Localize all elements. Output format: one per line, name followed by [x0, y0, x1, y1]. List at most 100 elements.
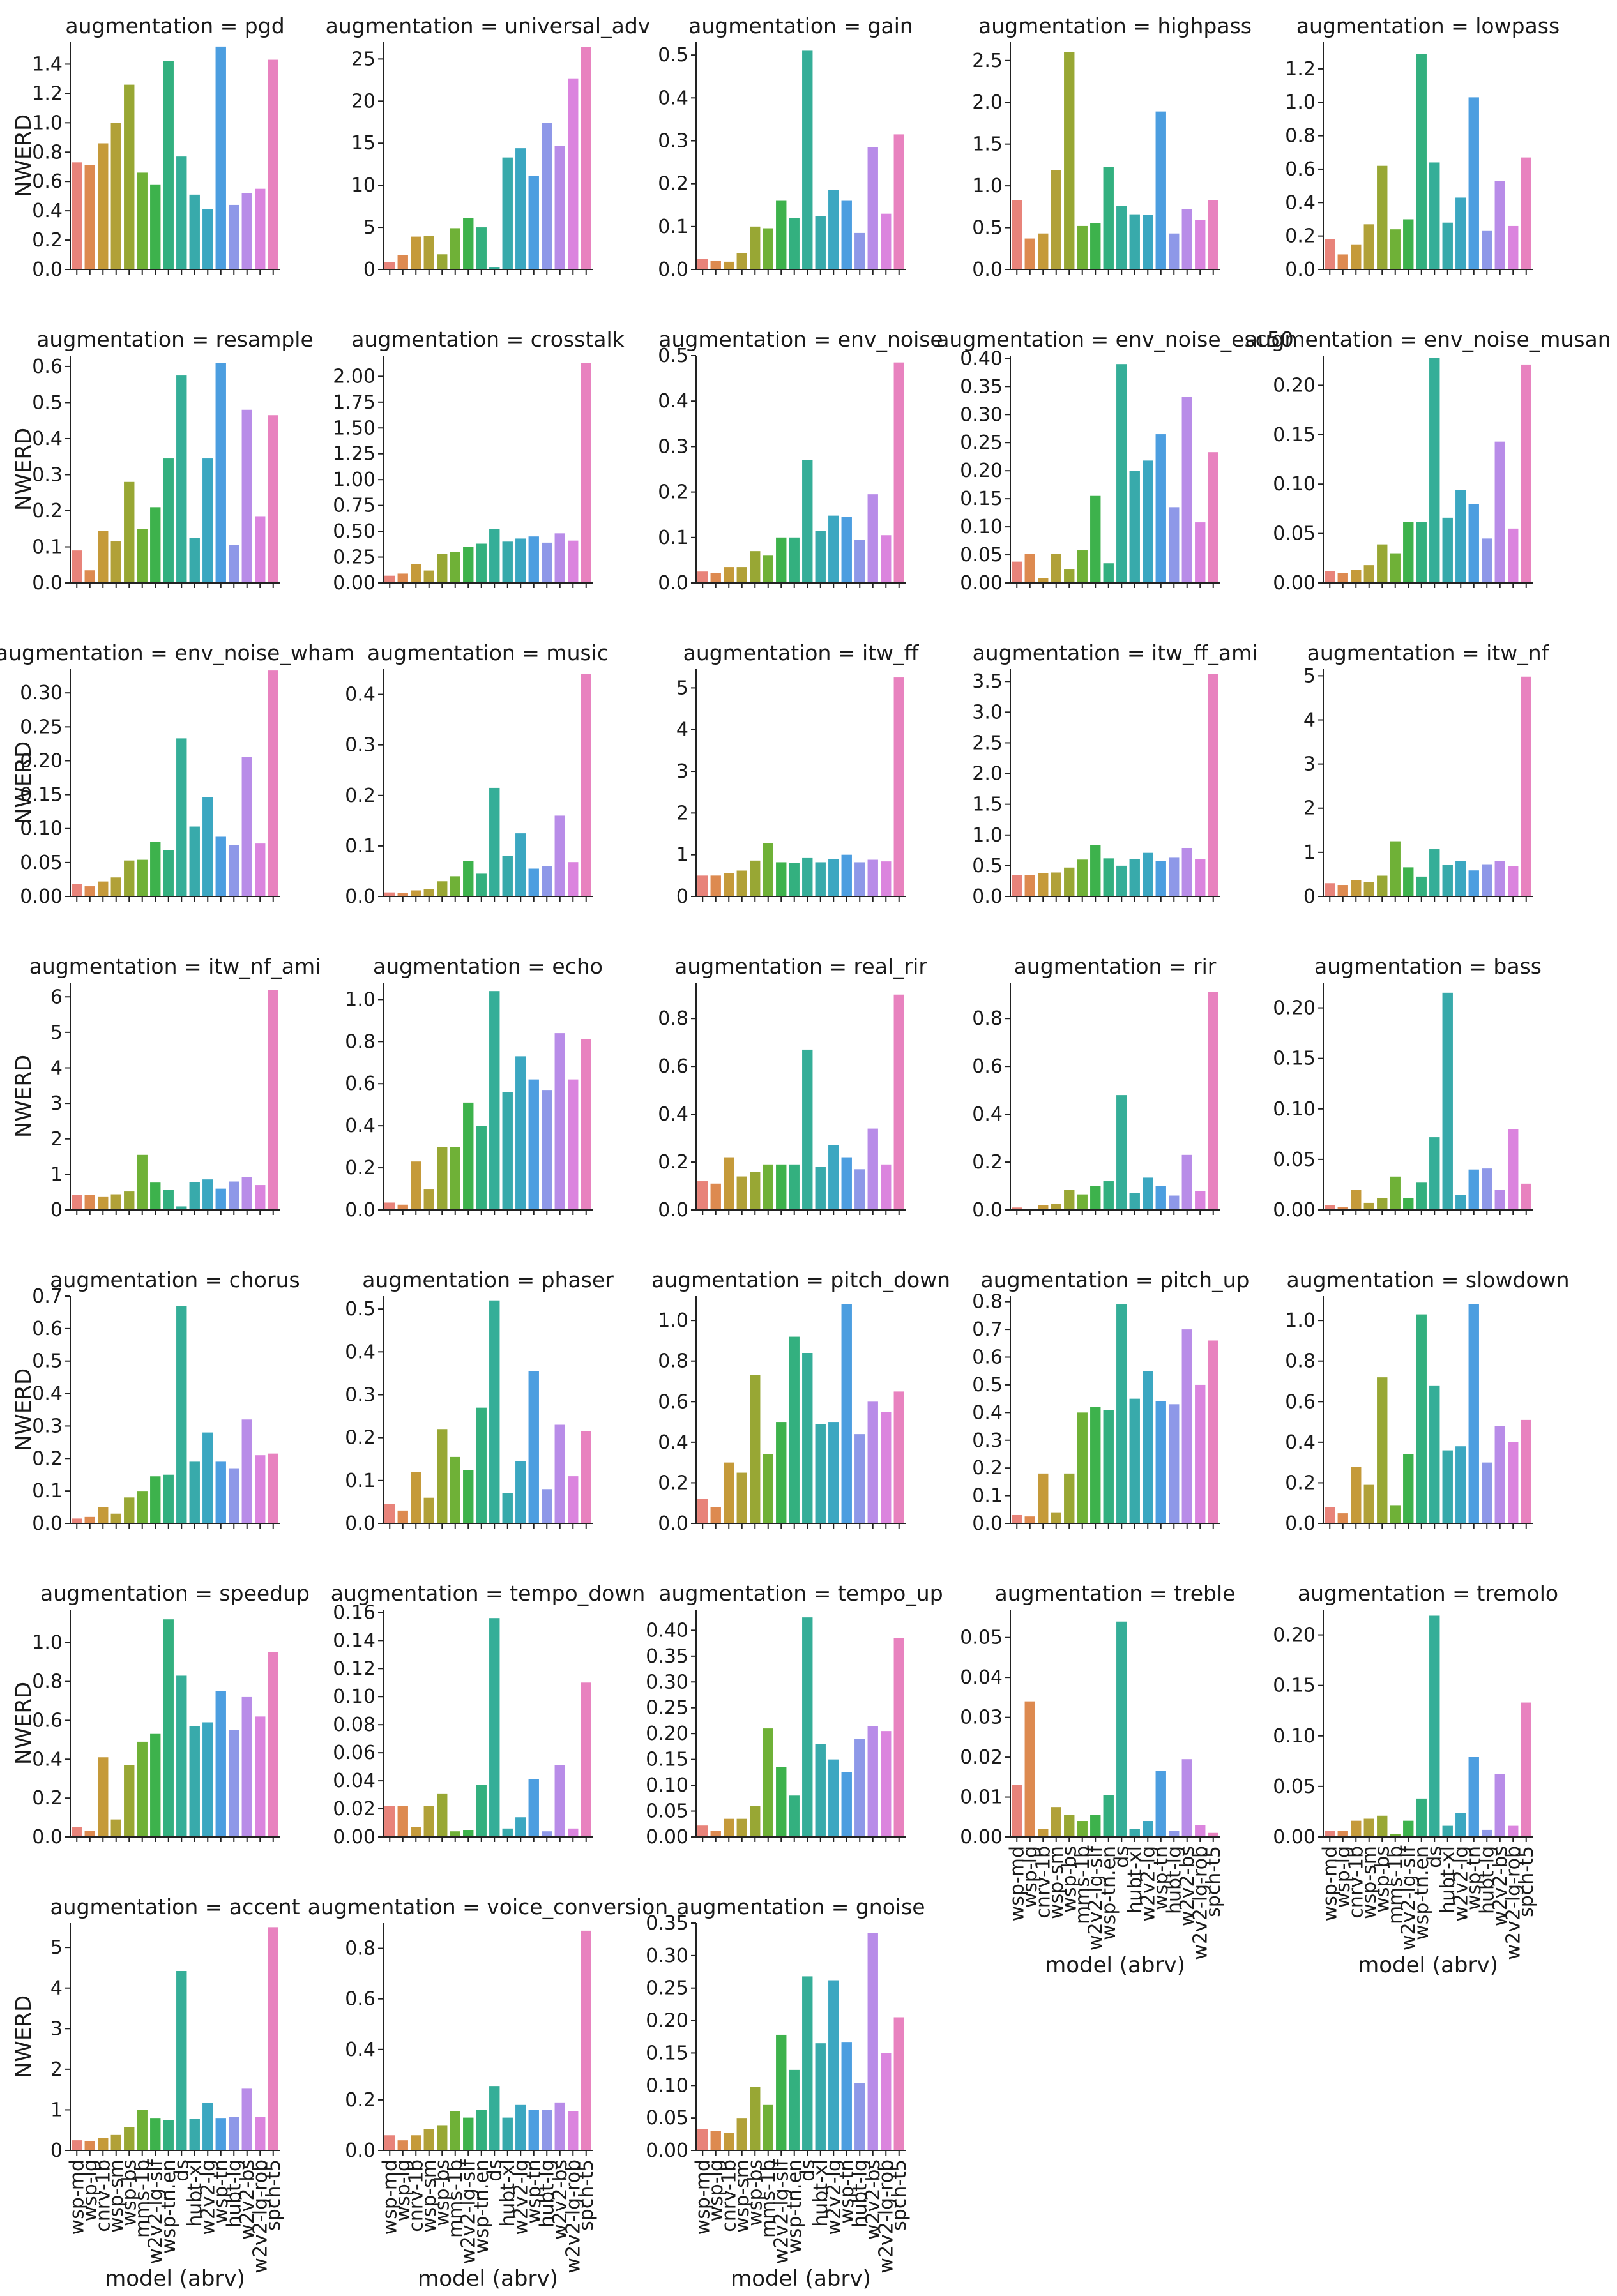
facet-title: augmentation = tempo_down [331, 1581, 646, 1606]
bar-cnrv-1b [411, 1161, 421, 1210]
y-tick-label: 0.6 [1285, 158, 1316, 181]
y-tick-label: 0.3 [345, 734, 376, 757]
y-tick-label: 0.0 [345, 886, 376, 908]
y-tick-label: 2 [676, 802, 688, 824]
y-tick-label: 0.1 [345, 835, 376, 857]
y-tick-label: 0.10 [1273, 1725, 1316, 1748]
bar-hubt-lg [1482, 1462, 1492, 1523]
facet-panel-30: augmentation = tremolo 0.00 0.05 0.10 0.15 0.… [1273, 1581, 1558, 1978]
bar-mms-1b [1390, 553, 1401, 583]
bar-cnrv-1b [411, 236, 421, 269]
x-tick-label-spch-t5: spch-t5 [888, 2159, 911, 2231]
y-tick-label: 0.1 [32, 1480, 63, 1502]
bar-w2v2-lg-rob [255, 1716, 266, 1837]
bar-w2v2-lg [1143, 852, 1153, 896]
bar-mms-1b [1390, 841, 1401, 896]
y-tick-label: 0.10 [960, 516, 1003, 538]
bar-w2v2-lg-rob [1508, 866, 1519, 896]
bar-wsp-tn [1468, 504, 1479, 583]
bar-w2v2-bs [1181, 1759, 1192, 1837]
bar-hubt-lg [854, 862, 865, 896]
x-tick-label-w2v2-lg-rob: w2v2-lg-rob [1189, 1846, 1211, 1960]
y-tick-label: 2 [1303, 797, 1316, 820]
bar-w2v2-bs [867, 859, 878, 896]
bar-spch-t5 [1521, 1419, 1531, 1523]
bar-w2v2-lg [1143, 1371, 1153, 1523]
facet-panel-8: augmentation = env_noise 0.0 0.1 0.2 0.3 0.4 0… [658, 327, 943, 594]
bar-w2v2-lg [1455, 1195, 1466, 1210]
bar-ds [176, 1206, 187, 1210]
bar-w2v2-lg [202, 1179, 213, 1210]
bar-mms-1b [763, 843, 773, 896]
bar-wsp-tn.en [789, 218, 800, 269]
bar-mms-1b [1077, 225, 1088, 269]
bar-wsp-tn [1155, 861, 1166, 896]
bar-mms-1b [763, 555, 773, 583]
x-tick-label-cnrv-1b: cnrv-1b [718, 2159, 740, 2232]
bar-mms-1b [763, 1164, 773, 1210]
y-tick-label: 4 [50, 1057, 63, 1080]
bar-mms-1b [1077, 859, 1088, 896]
bar-wsp-lg [710, 261, 721, 269]
bar-w2v2-lg [515, 833, 526, 896]
bar-wsp-tn [528, 176, 539, 269]
bar-w2v2-lg-slf [1090, 495, 1101, 583]
x-tick-label-wsp-tn.en: wsp-tn.en [1098, 1846, 1120, 1940]
bar-spch-t5 [581, 674, 591, 896]
bar-w2v2-lg [515, 148, 526, 269]
bar-w2v2-bs [241, 193, 252, 269]
facet-title: augmentation = lowpass [1296, 13, 1560, 38]
y-tick-label: 0.2 [345, 1427, 376, 1449]
bar-w2v2-lg [828, 190, 839, 269]
bar-wsp-lg [710, 1507, 721, 1523]
bar-wsp-tn.en [163, 458, 174, 583]
y-tick-label: 0.00 [333, 1826, 376, 1848]
x-tick-label-wsp-bs: wsp-bs [744, 2159, 766, 2226]
bar-hubt-lg [542, 2110, 552, 2150]
x-tick-label-wsp-bs: wsp-bs [1058, 1846, 1081, 1913]
x-tick-label-w2v2-bs: w2v2-bs [549, 2159, 572, 2240]
y-tick-label: 0.4 [658, 87, 688, 109]
y-tick-label: 0.05 [646, 1801, 688, 1823]
facet-title: augmentation = echo [373, 954, 603, 979]
bar-wsp-sm [1363, 565, 1374, 583]
x-axis-label: model (abrv) [418, 2266, 558, 2292]
y-tick-label: 0.25 [333, 547, 376, 569]
y-tick-label: 1.0 [1285, 91, 1316, 114]
bar-wsp-tn [215, 46, 226, 269]
x-tick-label-wsp-sm: wsp-sm [1358, 1846, 1381, 1919]
y-tick-label: 0.00 [960, 572, 1003, 594]
bar-hubt-lg [1482, 230, 1492, 269]
bar-hubt-xl [1129, 1193, 1140, 1210]
bar-cnrv-1b [98, 2138, 109, 2150]
bar-wsp-lg [397, 1204, 408, 1210]
bar-wsp-sm [110, 541, 121, 583]
bar-ds [802, 857, 813, 896]
bar-mms-1b [1077, 1194, 1088, 1210]
y-tick-label: 2 [50, 2058, 63, 2081]
bar-w2v2-lg [828, 515, 839, 583]
bar-hubt-xl [1129, 1829, 1140, 1837]
bar-cnrv-1b [1351, 570, 1362, 583]
y-tick-label: 0.10 [646, 1774, 688, 1797]
y-tick-label: 0.2 [345, 1157, 376, 1179]
bar-wsp-md [697, 875, 708, 896]
bar-wsp-bs [124, 2127, 135, 2150]
bar-w2v2-lg-slf [150, 842, 161, 896]
bar-wsp-tn [841, 200, 852, 269]
bar-wsp-tn [841, 1304, 852, 1523]
facet-panel-25: augmentation = slowdown 0.0 0.2 0.4 0.6 0.8 1.… [1285, 1267, 1569, 1535]
y-axis-label: NWERD [11, 1682, 36, 1765]
bar-w2v2-lg-slf [150, 1733, 161, 1837]
bar-wsp-sm [110, 1194, 121, 1210]
facet-title: augmentation = universal_adv [326, 13, 651, 38]
bar-w2v2-lg-slf [463, 1102, 474, 1210]
bar-w2v2-lg-rob [881, 1164, 892, 1210]
bar-wsp-bs [750, 860, 761, 896]
y-tick-label: 0.50 [333, 520, 376, 543]
y-tick-label: 0.3 [32, 1415, 63, 1437]
bar-wsp-sm [1363, 224, 1374, 269]
y-tick-label: 1.0 [32, 112, 63, 134]
bar-wsp-tn.en [476, 2110, 487, 2150]
bar-hubt-xl [502, 856, 513, 896]
